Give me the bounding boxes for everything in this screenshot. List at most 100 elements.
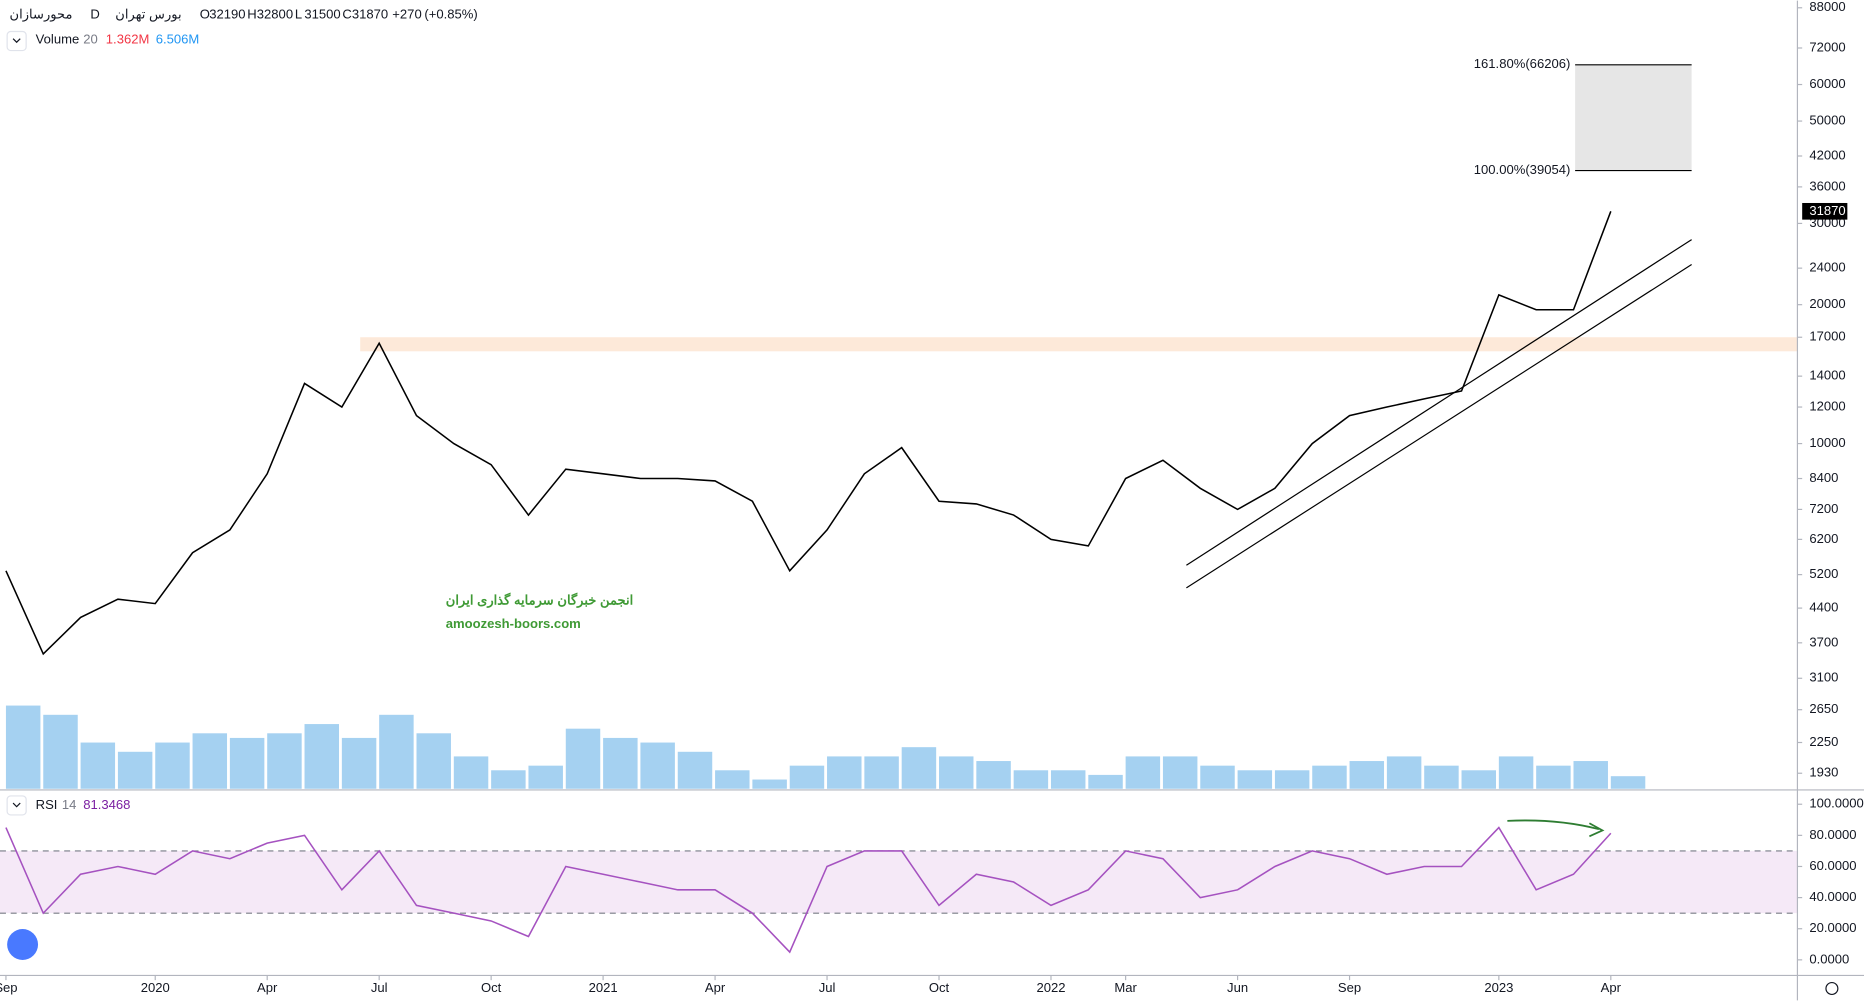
volume-bar	[192, 733, 228, 789]
x-tick-label: Apr	[705, 980, 726, 995]
last-price: 31870	[1809, 203, 1845, 218]
x-tick-label: 2020	[141, 980, 170, 995]
x-tick-label: Mar	[1114, 980, 1137, 995]
volume-bar	[939, 756, 974, 789]
volume-bar	[1424, 765, 1459, 789]
fib-label: 161.80%(66206)	[1474, 56, 1571, 71]
volume-legend-value: 6.506M	[156, 31, 200, 46]
volume-bar	[1200, 765, 1235, 789]
volume-bar	[1312, 765, 1347, 789]
volume-bar	[1610, 776, 1646, 789]
volume-bar	[827, 756, 862, 789]
interval: D	[90, 6, 99, 21]
settings-icon[interactable]	[1825, 981, 1839, 996]
ohlc-key: O	[200, 6, 210, 21]
volume-bar	[1162, 756, 1198, 789]
volume-legend-value: 1.362M	[106, 31, 150, 46]
volume-bar	[789, 765, 825, 789]
volume-bar	[1013, 770, 1049, 789]
volume-name: Volume	[36, 31, 80, 46]
volume-bar	[1461, 770, 1496, 789]
collapse-button[interactable]	[6, 795, 27, 816]
volume-bar	[976, 761, 1011, 789]
rsi-name: RSI	[36, 797, 58, 812]
x-tick-label: Jul	[371, 980, 388, 995]
volume-bar	[267, 733, 302, 789]
collapse-button[interactable]	[6, 30, 27, 52]
x-tick-label: Sep	[0, 980, 18, 995]
x-tick-label: Oct	[481, 980, 502, 995]
watermark-url: amoozesh-boors.com	[446, 616, 581, 631]
volume-bar	[901, 747, 937, 789]
y-tick-label: 24000	[1809, 260, 1845, 275]
y-tick-label: 3100	[1809, 670, 1838, 685]
volume-bar	[1498, 756, 1534, 789]
volume-bar	[229, 737, 265, 789]
volume-bar	[864, 756, 899, 789]
rsi-band	[0, 850, 1798, 914]
x-tick-label: Oct	[929, 980, 950, 995]
y-tick-label: 8400	[1809, 470, 1838, 485]
volume-bar	[1386, 756, 1422, 789]
y-tick-label: 17000	[1809, 329, 1845, 344]
y-tick-label: 1930	[1809, 765, 1838, 780]
volume-bar	[5, 705, 41, 789]
y-tick-label: 10000	[1809, 435, 1845, 450]
volume-bar	[752, 779, 787, 789]
change-percent: (+0.85%)	[424, 6, 477, 21]
x-tick-label: Jul	[819, 980, 836, 995]
volume-bar	[379, 714, 414, 789]
logo[interactable]	[7, 929, 39, 960]
y-tick-label: 80.0000	[1809, 827, 1856, 842]
last-price-box	[1802, 202, 1848, 220]
volume-bar	[80, 742, 116, 789]
volume-bar	[1125, 756, 1161, 789]
arrow-head	[1588, 822, 1605, 838]
y-tick-label: 5200	[1809, 566, 1838, 581]
y-tick-label: 88000	[1809, 0, 1845, 14]
ohlc-value: 31870	[352, 6, 388, 21]
y-tick-label: 40.0000	[1809, 889, 1856, 904]
y-tick-label: 42000	[1809, 147, 1845, 162]
volume-bar	[1536, 765, 1571, 789]
y-tick-label: 20.0000	[1809, 920, 1856, 935]
ohlc-value: 32800	[257, 6, 293, 21]
y-tick-label: 0.0000	[1809, 951, 1849, 966]
ohlc-key: H	[247, 6, 256, 21]
x-tick-label: 2022	[1036, 980, 1065, 995]
y-tick-label: 50000	[1809, 113, 1845, 128]
volume-bar	[304, 724, 339, 789]
volume-bar	[603, 737, 638, 789]
volume-bar	[1349, 761, 1385, 789]
volume-bar	[1088, 774, 1123, 789]
rsi-length: 14	[62, 797, 77, 812]
ohlc-key: L	[295, 6, 302, 21]
y-tick-label: 60000	[1809, 76, 1845, 91]
symbol: محورسازان	[10, 6, 73, 22]
ohlc-key: C	[342, 6, 351, 21]
fib-label: 100.00%(39054)	[1474, 162, 1571, 177]
volume-bar	[1050, 770, 1086, 789]
x-tick-label: Apr	[257, 980, 278, 995]
change: +270	[392, 6, 421, 21]
x-tick-label: 2023	[1484, 980, 1513, 995]
rsi-value: 81.3468	[83, 797, 130, 812]
y-tick-label: 2250	[1809, 734, 1838, 749]
channel-line	[1186, 239, 1692, 566]
y-tick-label: 4400	[1809, 600, 1838, 615]
volume-bar	[640, 742, 675, 789]
y-tick-label: 60.0000	[1809, 858, 1856, 873]
x-tick-label: Sep	[1338, 980, 1361, 995]
chevron	[12, 802, 21, 808]
volume-bar	[416, 733, 451, 789]
y-tick-label: 7200	[1809, 501, 1838, 516]
y-tick-label: 6200	[1809, 531, 1838, 546]
x-tick-label: Apr	[1601, 980, 1622, 995]
channel-line	[1186, 264, 1692, 589]
arrow	[1507, 819, 1600, 831]
volume-bar	[677, 751, 713, 789]
series-line	[5, 826, 1612, 954]
exchange: بورس تهران	[115, 6, 181, 22]
